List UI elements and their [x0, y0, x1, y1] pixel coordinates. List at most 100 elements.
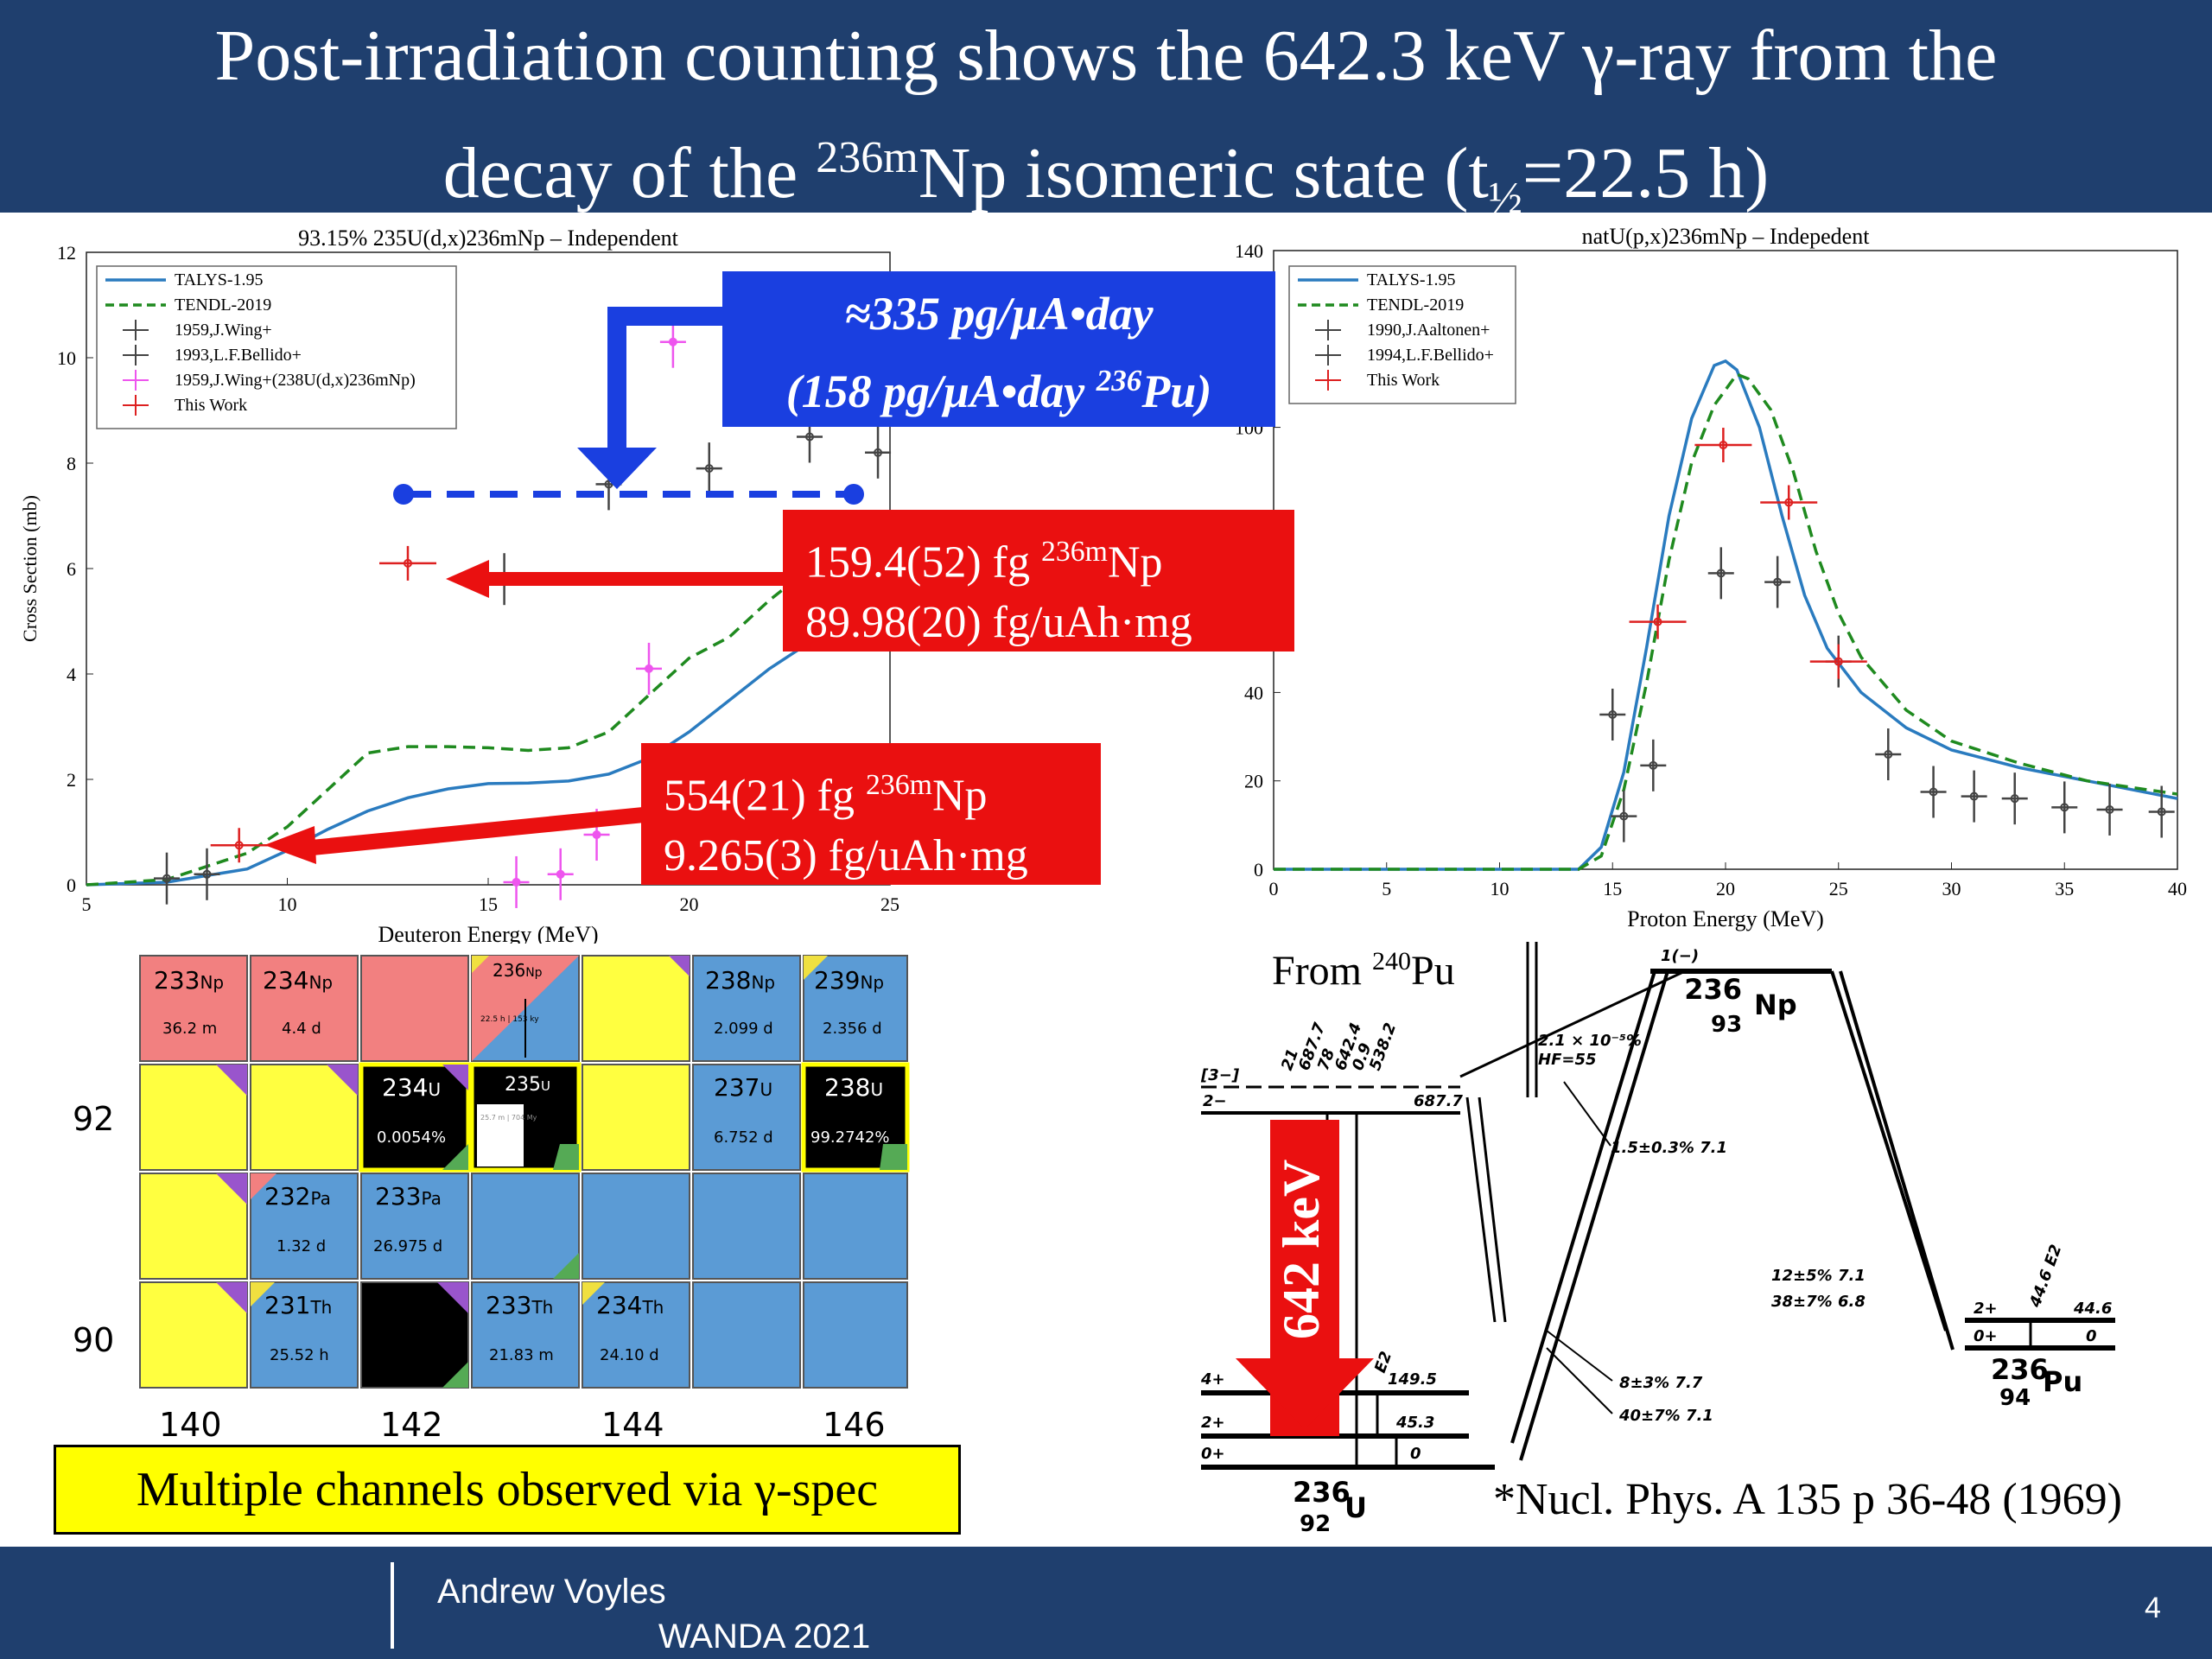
footer-author: Andrew Voyles — [437, 1573, 666, 1611]
data-point — [2105, 804, 2114, 814]
series-line-talys-1-95 — [1274, 359, 2178, 871]
x-tick-label: 40 — [2168, 878, 2187, 899]
nuclide-th231 — [250, 1281, 359, 1389]
data-point — [1929, 787, 1938, 797]
data-point — [1784, 498, 1794, 507]
u238-abundance: 99.2742% — [810, 1128, 890, 1147]
nuclide-np238 — [692, 955, 801, 1062]
svg-text:0+: 0+ — [1974, 1327, 1998, 1345]
pa232-symbol: 232Pa — [264, 1182, 331, 1211]
nuclide-th234 — [582, 1281, 690, 1389]
nuclide-th236 — [803, 1281, 908, 1389]
pa233-symbol: 233Pa — [375, 1182, 442, 1211]
blue-yield-callout: ≈335 pg/µA•day (158 pg/µA•day 236Pu) — [722, 271, 1275, 427]
svg-text:2−: 2− — [1203, 1092, 1227, 1110]
red-arrow-2-shaft — [311, 807, 645, 855]
data-point — [556, 869, 565, 879]
data-point — [645, 664, 653, 673]
svg-text:0: 0 — [2086, 1327, 2097, 1345]
x-tick-label: 20 — [680, 893, 699, 915]
x-tick-label: 35 — [2055, 878, 2074, 899]
u234-abundance: 0.0054% — [377, 1128, 446, 1147]
np-label-z: 93 — [1711, 1012, 1742, 1038]
np239-symbol: 239Np — [814, 966, 884, 995]
x-axis-label: Proton Energy (MeV) — [1627, 906, 1824, 931]
svg-text:94: 94 — [1999, 1385, 2031, 1411]
svg-text:92: 92 — [1300, 1511, 1331, 1537]
y-tick-label: 20 — [1244, 771, 1263, 792]
data-point — [1969, 791, 1979, 801]
y-tick-label: 12 — [57, 242, 76, 264]
legend-entry: TALYS-1.95 — [1367, 270, 1456, 289]
nuclide-pa232 — [250, 1173, 359, 1280]
title-line-1: Post-irradiation counting shows the 642.… — [214, 16, 1998, 96]
footer-divider — [391, 1562, 394, 1649]
th231-symbol: 231Th — [264, 1291, 332, 1319]
u238-symbol: 238U — [824, 1073, 883, 1102]
np236-yellow-corner — [472, 956, 489, 973]
data-point — [234, 841, 244, 850]
np-spin: 1(−) — [1661, 947, 1699, 965]
svg-text:4+: 4+ — [1200, 1370, 1225, 1389]
svg-text:HF=55: HF=55 — [1538, 1051, 1597, 1069]
x-tick-label: 15 — [1603, 878, 1622, 899]
x-tick-label: 10 — [1491, 878, 1510, 899]
y-tick-label: 10 — [57, 347, 76, 369]
x-tick-label: 30 — [1942, 878, 1961, 899]
legend-entry: 1993,L.F.Bellido+ — [175, 346, 302, 365]
data-point — [162, 874, 171, 883]
data-point — [1773, 577, 1783, 587]
nuclide-th230 — [139, 1281, 248, 1389]
np238-halflife: 2.099 d — [714, 1020, 773, 1038]
nuclide-pa235 — [582, 1173, 690, 1280]
svg-text:44.6 E2: 44.6 E2 — [2026, 1243, 2066, 1311]
nuclide-u233 — [250, 1064, 359, 1171]
nuclide-u236 — [582, 1064, 690, 1171]
x-tick-label: 0 — [1269, 878, 1279, 899]
th234-halflife: 24.10 d — [600, 1346, 659, 1364]
chart-title: 93.15% 235U(d,x)236mNp – Independent — [298, 226, 679, 251]
u234-symbol: 234U — [382, 1073, 441, 1102]
nuclide-u237 — [692, 1064, 801, 1171]
svg-text:44.6: 44.6 — [2073, 1300, 2112, 1318]
data-point — [1719, 441, 1728, 450]
gamma-642-arrow-head — [1236, 1358, 1374, 1429]
red-yield-callout-1: 159.4(52) fg 236mNp 89.98(20) fg/uAh·mg — [783, 510, 1294, 652]
z-label-92: 92 — [73, 1100, 114, 1138]
svg-text:2+: 2+ — [1974, 1300, 1998, 1318]
legend-entry: 1959,J.Wing+(238U(d,x)236mNp) — [175, 371, 416, 390]
reference-note: *Nucl. Phys. A 135 p 36-48 (1969) — [1493, 1475, 2122, 1524]
legend-box — [96, 265, 457, 429]
svg-text:Pu: Pu — [2043, 1365, 2082, 1398]
x-tick-label: 25 — [880, 893, 899, 915]
n-label-140: 140 — [159, 1406, 222, 1444]
svg-text:236: 236 — [1293, 1476, 1351, 1509]
chart-title: natU(p,x)236mNp – Indepedent — [1582, 224, 1871, 249]
svg-text:1.5±0.3% 7.1: 1.5±0.3% 7.1 — [1611, 1139, 1727, 1157]
svg-text:687.7: 687.7 — [1414, 1092, 1463, 1110]
data-point — [404, 558, 412, 568]
nuclide-pa234 — [471, 1173, 580, 1280]
nuclide-pa236 — [692, 1173, 801, 1280]
u235-symbol: 235U — [505, 1074, 550, 1096]
data-point — [805, 432, 814, 442]
legend-entry: TENDL-2019 — [1367, 296, 1464, 315]
y-axis-label: Cross Section (mb) — [19, 495, 41, 642]
nuclide-np239 — [803, 955, 908, 1062]
data-point — [1716, 569, 1726, 578]
blue-arrow-head — [577, 448, 657, 489]
nuclide-th232 — [360, 1281, 469, 1389]
th231-halflife: 25.52 h — [270, 1346, 329, 1364]
nuclide-np233 — [139, 955, 248, 1062]
y-tick-label: 40 — [1244, 682, 1263, 703]
data-point — [604, 480, 613, 489]
y-tick-label: 4 — [67, 664, 76, 685]
nuclide-pa233 — [360, 1173, 469, 1280]
x-axis-label: Deuteron Energy (MeV) — [378, 922, 598, 944]
x-tick-label: 25 — [1829, 878, 1848, 899]
x-tick-label: 10 — [278, 893, 297, 915]
svg-text:8±3% 7.7: 8±3% 7.7 — [1619, 1374, 1703, 1392]
slide-title: Post-irradiation counting shows the 642.… — [0, 0, 2212, 223]
np239-halflife: 2.356 d — [823, 1020, 882, 1038]
data-point — [704, 464, 714, 474]
